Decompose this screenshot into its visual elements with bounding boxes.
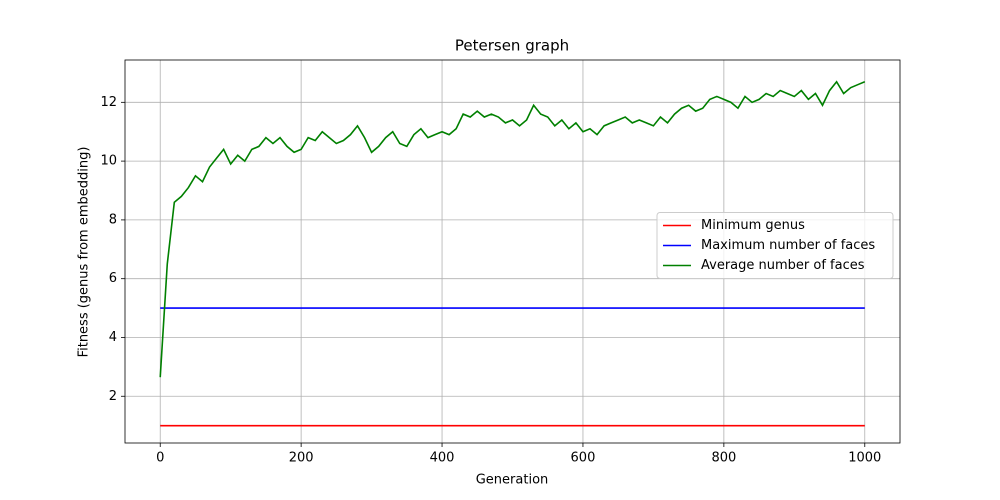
x-tick-label: 200	[289, 451, 314, 466]
x-tick-label: 600	[571, 451, 596, 466]
y-tick-label: 4	[109, 330, 117, 345]
y-tick-label: 8	[109, 212, 117, 227]
y-tick-label: 10	[100, 154, 117, 169]
y-tick-label: 2	[109, 389, 117, 404]
y-tick-label: 6	[109, 271, 117, 286]
y-tick-label: 12	[100, 95, 117, 110]
legend-box	[656, 212, 894, 279]
legend-label: Maximum number of faces	[701, 238, 875, 253]
legend: Minimum genus Maximum number of faces Aver…	[656, 212, 894, 279]
y-axis-label: Fitness (genus from embedding)	[77, 147, 92, 358]
x-tick-label: 0	[156, 451, 164, 466]
x-tick-label: 1000	[848, 451, 881, 466]
x-axis-label: Generation	[476, 473, 549, 488]
plot-frame	[124, 59, 901, 444]
series-line	[159, 80, 866, 378]
legend-label: Average number of faces	[701, 258, 865, 273]
legend-label: Minimum genus	[701, 218, 805, 233]
x-tick-label: 800	[711, 451, 736, 466]
chart-title: Petersen graph	[455, 37, 569, 55]
x-tick-label: 400	[430, 451, 455, 466]
